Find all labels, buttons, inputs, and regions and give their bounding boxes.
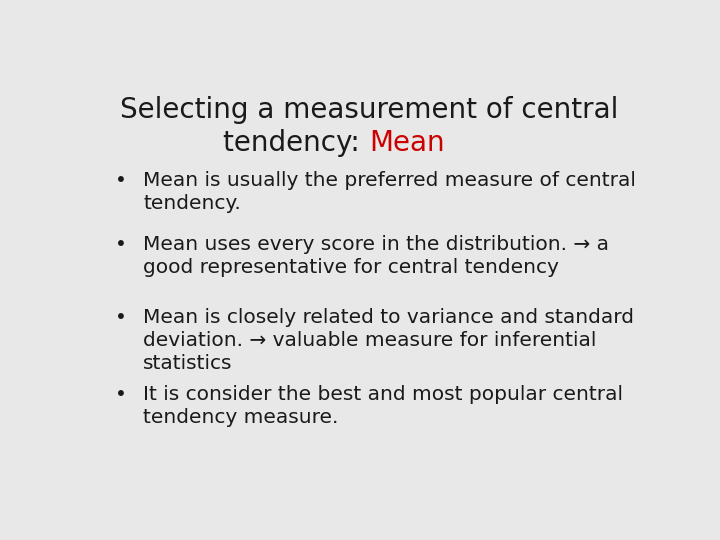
Text: •: •	[114, 385, 127, 404]
Text: Mean uses every score in the distribution. → a
good representative for central t: Mean uses every score in the distributio…	[143, 235, 609, 277]
Text: Mean: Mean	[369, 129, 445, 157]
Text: It is consider the best and most popular central
tendency measure.: It is consider the best and most popular…	[143, 385, 623, 427]
Text: Selecting a measurement of central: Selecting a measurement of central	[120, 96, 618, 124]
Text: Mean is usually the preferred measure of central
tendency.: Mean is usually the preferred measure of…	[143, 171, 636, 213]
Text: Mean is closely related to variance and standard
deviation. → valuable measure f: Mean is closely related to variance and …	[143, 308, 634, 373]
Text: •: •	[114, 308, 127, 327]
Text: •: •	[114, 235, 127, 254]
Text: tendency:: tendency:	[223, 129, 369, 157]
Text: •: •	[114, 171, 127, 190]
